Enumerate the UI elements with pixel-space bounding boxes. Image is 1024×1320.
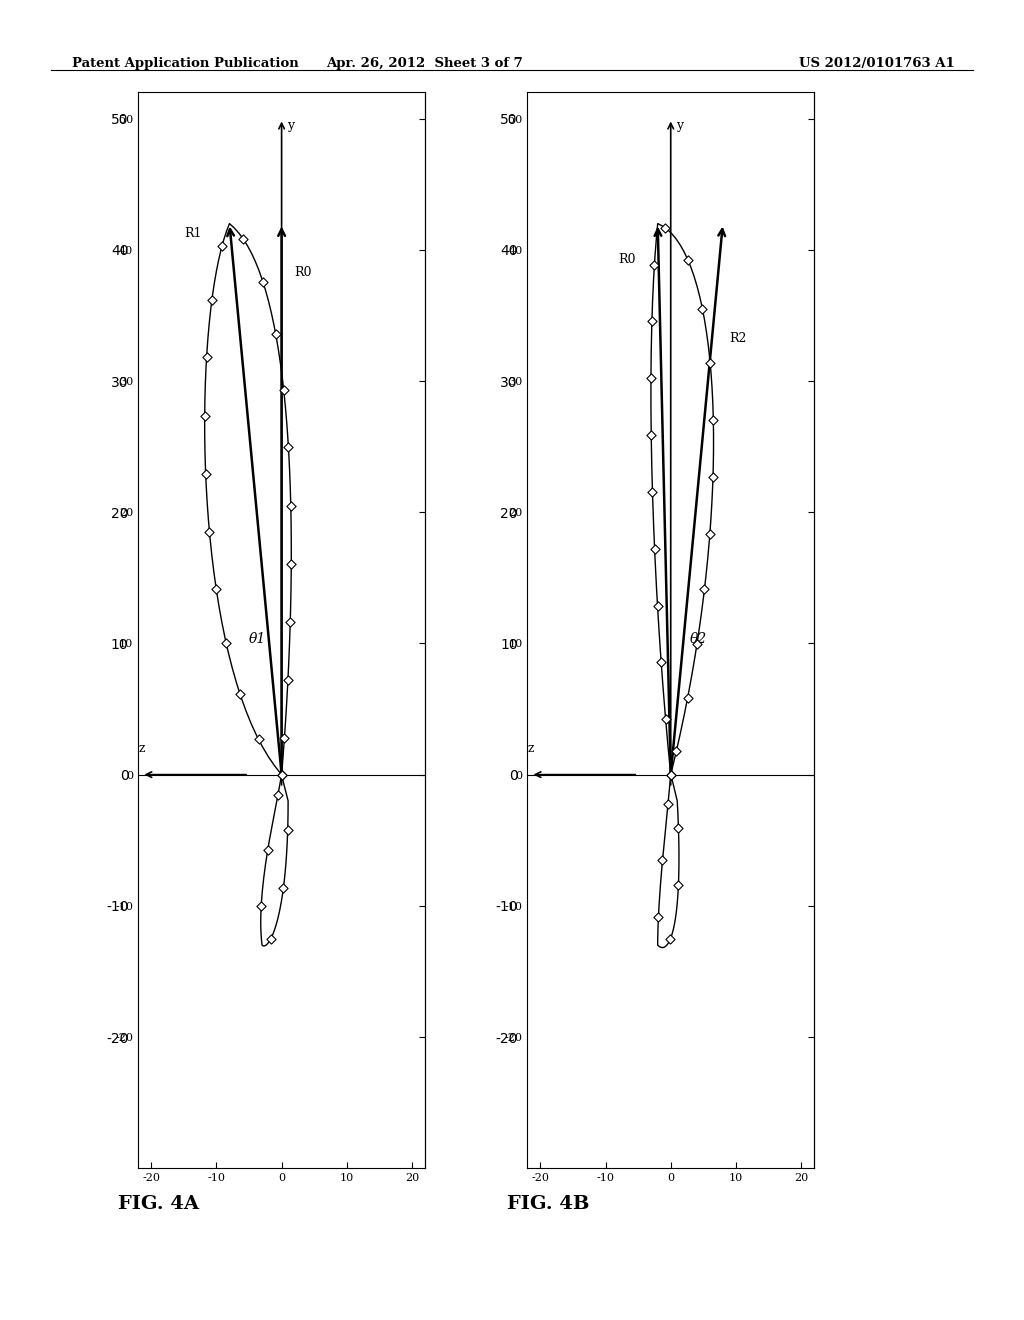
Point	[689, 634, 706, 655]
Point	[657, 708, 674, 729]
Point	[273, 764, 290, 785]
Text: Apr. 26, 2012  Sheet 3 of 7: Apr. 26, 2012 Sheet 3 of 7	[327, 57, 523, 70]
Point	[654, 850, 671, 871]
Text: θ1: θ1	[249, 632, 266, 647]
Point	[281, 437, 297, 458]
Point	[671, 818, 687, 840]
Point	[197, 405, 213, 426]
Point	[656, 218, 673, 239]
Point	[659, 793, 676, 814]
Text: US 2012/0101763 A1: US 2012/0101763 A1	[799, 57, 954, 70]
Point	[255, 271, 271, 292]
Point	[705, 466, 721, 487]
Point	[679, 688, 695, 709]
Point	[199, 347, 215, 368]
Point	[275, 379, 292, 400]
Point	[696, 579, 713, 601]
Point	[680, 249, 696, 271]
Point	[644, 312, 660, 333]
Text: R0: R0	[295, 267, 312, 279]
Point	[646, 255, 663, 276]
Point	[694, 298, 711, 319]
Text: θ2: θ2	[690, 632, 708, 647]
Point	[670, 875, 686, 896]
Point	[267, 323, 284, 345]
Point	[653, 652, 670, 673]
Point	[262, 928, 279, 949]
Point	[275, 876, 292, 898]
Point	[202, 521, 218, 543]
Point	[251, 729, 267, 750]
Point	[646, 539, 663, 560]
Point	[208, 578, 224, 599]
Point	[283, 495, 299, 516]
Point	[253, 896, 269, 917]
Point	[260, 840, 276, 861]
Point	[706, 409, 722, 430]
Point	[280, 820, 296, 841]
Point	[663, 764, 679, 785]
Point	[644, 482, 660, 503]
Text: y: y	[287, 119, 294, 132]
Point	[669, 741, 685, 762]
Point	[643, 368, 659, 389]
Text: FIG. 4B: FIG. 4B	[507, 1195, 590, 1213]
Point	[650, 906, 667, 927]
Text: R1: R1	[184, 227, 202, 240]
Point	[204, 289, 220, 310]
Text: z: z	[527, 742, 534, 755]
Point	[663, 928, 679, 949]
Text: FIG. 4A: FIG. 4A	[118, 1195, 199, 1213]
Point	[663, 764, 679, 785]
Point	[649, 595, 666, 616]
Point	[273, 764, 290, 785]
Text: z: z	[138, 742, 144, 755]
Point	[280, 669, 296, 690]
Text: R0: R0	[618, 253, 636, 265]
Point	[232, 684, 249, 705]
Point	[283, 553, 299, 574]
Point	[702, 352, 719, 374]
Text: Patent Application Publication: Patent Application Publication	[72, 57, 298, 70]
Point	[214, 235, 230, 256]
Text: R2: R2	[729, 331, 746, 345]
Point	[236, 228, 252, 249]
Point	[643, 425, 659, 446]
Text: y: y	[676, 119, 683, 132]
Point	[701, 523, 718, 544]
Point	[282, 611, 298, 632]
Point	[198, 463, 214, 484]
Point	[218, 632, 234, 653]
Point	[276, 727, 293, 748]
Point	[269, 784, 286, 805]
